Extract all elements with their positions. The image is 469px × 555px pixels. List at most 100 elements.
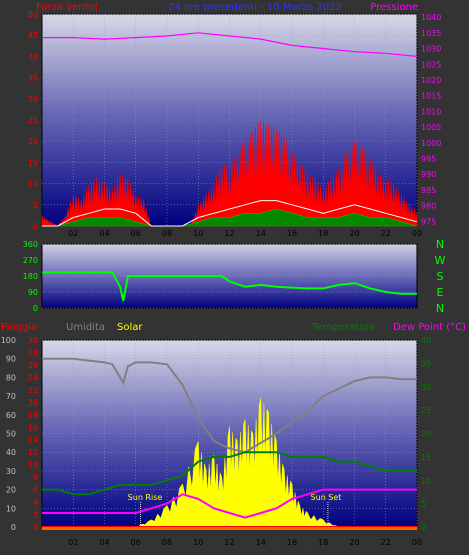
tick-label-rain: 24 xyxy=(28,373,38,382)
compass-label: E xyxy=(437,286,444,299)
tick-label-hour: 20 xyxy=(349,538,359,547)
tick-label-pressure: 1005 xyxy=(421,123,441,132)
label-solar: Solar xyxy=(117,322,143,333)
tick-label-wind: 0 xyxy=(33,222,38,231)
tick-label-rain: 0 xyxy=(33,523,38,532)
tick-label-pressure: 1020 xyxy=(421,76,441,85)
tick-label-hour: 00 xyxy=(412,538,422,547)
tick-label-pressure: 1030 xyxy=(421,45,441,54)
tick-label-pressure: 995 xyxy=(421,154,436,163)
tick-label-humidity: 60 xyxy=(6,411,16,420)
tick-label-pressure: 985 xyxy=(421,186,436,195)
compass-label: W xyxy=(435,254,446,267)
tick-label-humidity: 70 xyxy=(6,392,16,401)
tick-label-hour: 06 xyxy=(131,229,141,238)
tick-label-direction: 270 xyxy=(23,256,38,265)
tick-label-wind: 45 xyxy=(28,31,38,40)
tick-label-pressure: 1010 xyxy=(421,107,441,116)
temperature-humidity-panel: 0102030405060708090100024681012141618202… xyxy=(1,336,431,547)
tick-label-humidity: 80 xyxy=(6,373,16,382)
tick-label-direction: 0 xyxy=(33,304,38,313)
sunset-label: Sun Set xyxy=(311,493,342,502)
tick-label-pressure: 1035 xyxy=(421,29,441,38)
tick-label-humidity: 100 xyxy=(1,336,16,345)
tick-label-rain: 22 xyxy=(28,386,38,395)
sunrise-label: Sun Rise xyxy=(128,493,163,502)
baseline-strip xyxy=(42,527,417,530)
label-dew-point: Dew Point (°C) xyxy=(393,322,466,333)
tick-label-wind: 35 xyxy=(28,74,38,83)
tick-label-temperature: 20 xyxy=(421,430,431,439)
tick-label-hour: 10 xyxy=(193,229,203,238)
tick-label-wind: 5 xyxy=(33,201,38,210)
tick-label-rain: 6 xyxy=(33,486,38,495)
series-dew-point xyxy=(42,488,417,519)
compass-label: N xyxy=(436,238,444,251)
tick-label-wind: 40 xyxy=(28,52,38,61)
tick-label-hour: 14 xyxy=(256,229,266,238)
tick-label-hour: 22 xyxy=(381,538,391,547)
tick-label-direction: 180 xyxy=(23,272,38,281)
compass-label: N xyxy=(436,302,444,315)
tick-label-rain: 8 xyxy=(33,473,38,482)
tick-label-pressure: 980 xyxy=(421,202,436,211)
tick-label-rain: 16 xyxy=(28,423,38,432)
series-mean-wind xyxy=(42,200,418,227)
tick-label-wind: 15 xyxy=(28,158,38,167)
tick-label-temperature: 15 xyxy=(421,453,431,462)
label-umidita: Umidita xyxy=(66,322,105,333)
tick-label-hour: 02 xyxy=(68,538,78,547)
tick-label-direction: 360 xyxy=(23,240,38,249)
tick-label-hour: 18 xyxy=(318,229,328,238)
tick-label-temperature: 35 xyxy=(421,359,431,368)
tick-label-humidity: 40 xyxy=(6,448,16,457)
left-axis-label-wind: Forza vento( xyxy=(36,2,99,13)
tick-label-wind: 30 xyxy=(28,95,38,104)
tick-label-temperature: 10 xyxy=(421,476,431,485)
tick-label-humidity: 30 xyxy=(6,467,16,476)
tick-label-pressure: 990 xyxy=(421,170,436,179)
tick-label-temperature: 0 xyxy=(421,523,426,532)
tick-label-rain: 26 xyxy=(28,361,38,370)
tick-label-direction: 90 xyxy=(28,288,38,297)
tick-label-rain: 30 xyxy=(28,336,38,345)
tick-label-hour: 12 xyxy=(224,538,234,547)
chart-labels: 24 ore precedenti - 10 Marzo 2022 Forza … xyxy=(1,2,466,502)
tick-label-hour: 20 xyxy=(349,229,359,238)
tick-label-humidity: 90 xyxy=(6,355,16,364)
tick-label-rain: 4 xyxy=(33,498,38,507)
chart-title: 24 ore precedenti - 10 Marzo 2022 xyxy=(168,2,342,13)
tick-label-wind: 10 xyxy=(28,180,38,189)
tick-label-humidity: 10 xyxy=(6,504,16,513)
tick-label-rain: 18 xyxy=(28,411,38,420)
tick-label-humidity: 50 xyxy=(6,430,16,439)
tick-label-hour: 16 xyxy=(287,538,297,547)
tick-label-hour: 04 xyxy=(99,538,109,547)
tick-label-hour: 00 xyxy=(412,229,422,238)
tick-label-wind: 25 xyxy=(28,116,38,125)
tick-label-hour: 02 xyxy=(68,229,78,238)
tick-label-hour: 08 xyxy=(162,229,172,238)
tick-label-hour: 04 xyxy=(99,229,109,238)
tick-label-humidity: 20 xyxy=(6,486,16,495)
tick-label-pressure: 1015 xyxy=(421,92,441,101)
label-temperatura: Temperatura xyxy=(311,322,376,333)
series-wind-direction xyxy=(42,271,417,302)
tick-label-hour: 14 xyxy=(256,538,266,547)
tick-label-hour: 22 xyxy=(381,229,391,238)
tick-label-hour: 10 xyxy=(193,538,203,547)
wind-pressure-panel: 0510152025303540455097598098599099510001… xyxy=(28,10,442,238)
tick-label-humidity: 0 xyxy=(11,523,16,532)
series-wind xyxy=(42,208,418,227)
tick-label-pressure: 1000 xyxy=(421,139,441,148)
series-pressure xyxy=(42,32,418,57)
tick-label-hour: 18 xyxy=(318,538,328,547)
right-axis-label-pressure: Pressione xyxy=(370,2,418,13)
tick-label-hour: 06 xyxy=(131,538,141,547)
tick-label-hour: 08 xyxy=(162,538,172,547)
series-temperature xyxy=(42,451,417,496)
series-gust xyxy=(41,119,418,227)
tick-label-temperature: 30 xyxy=(421,383,431,392)
